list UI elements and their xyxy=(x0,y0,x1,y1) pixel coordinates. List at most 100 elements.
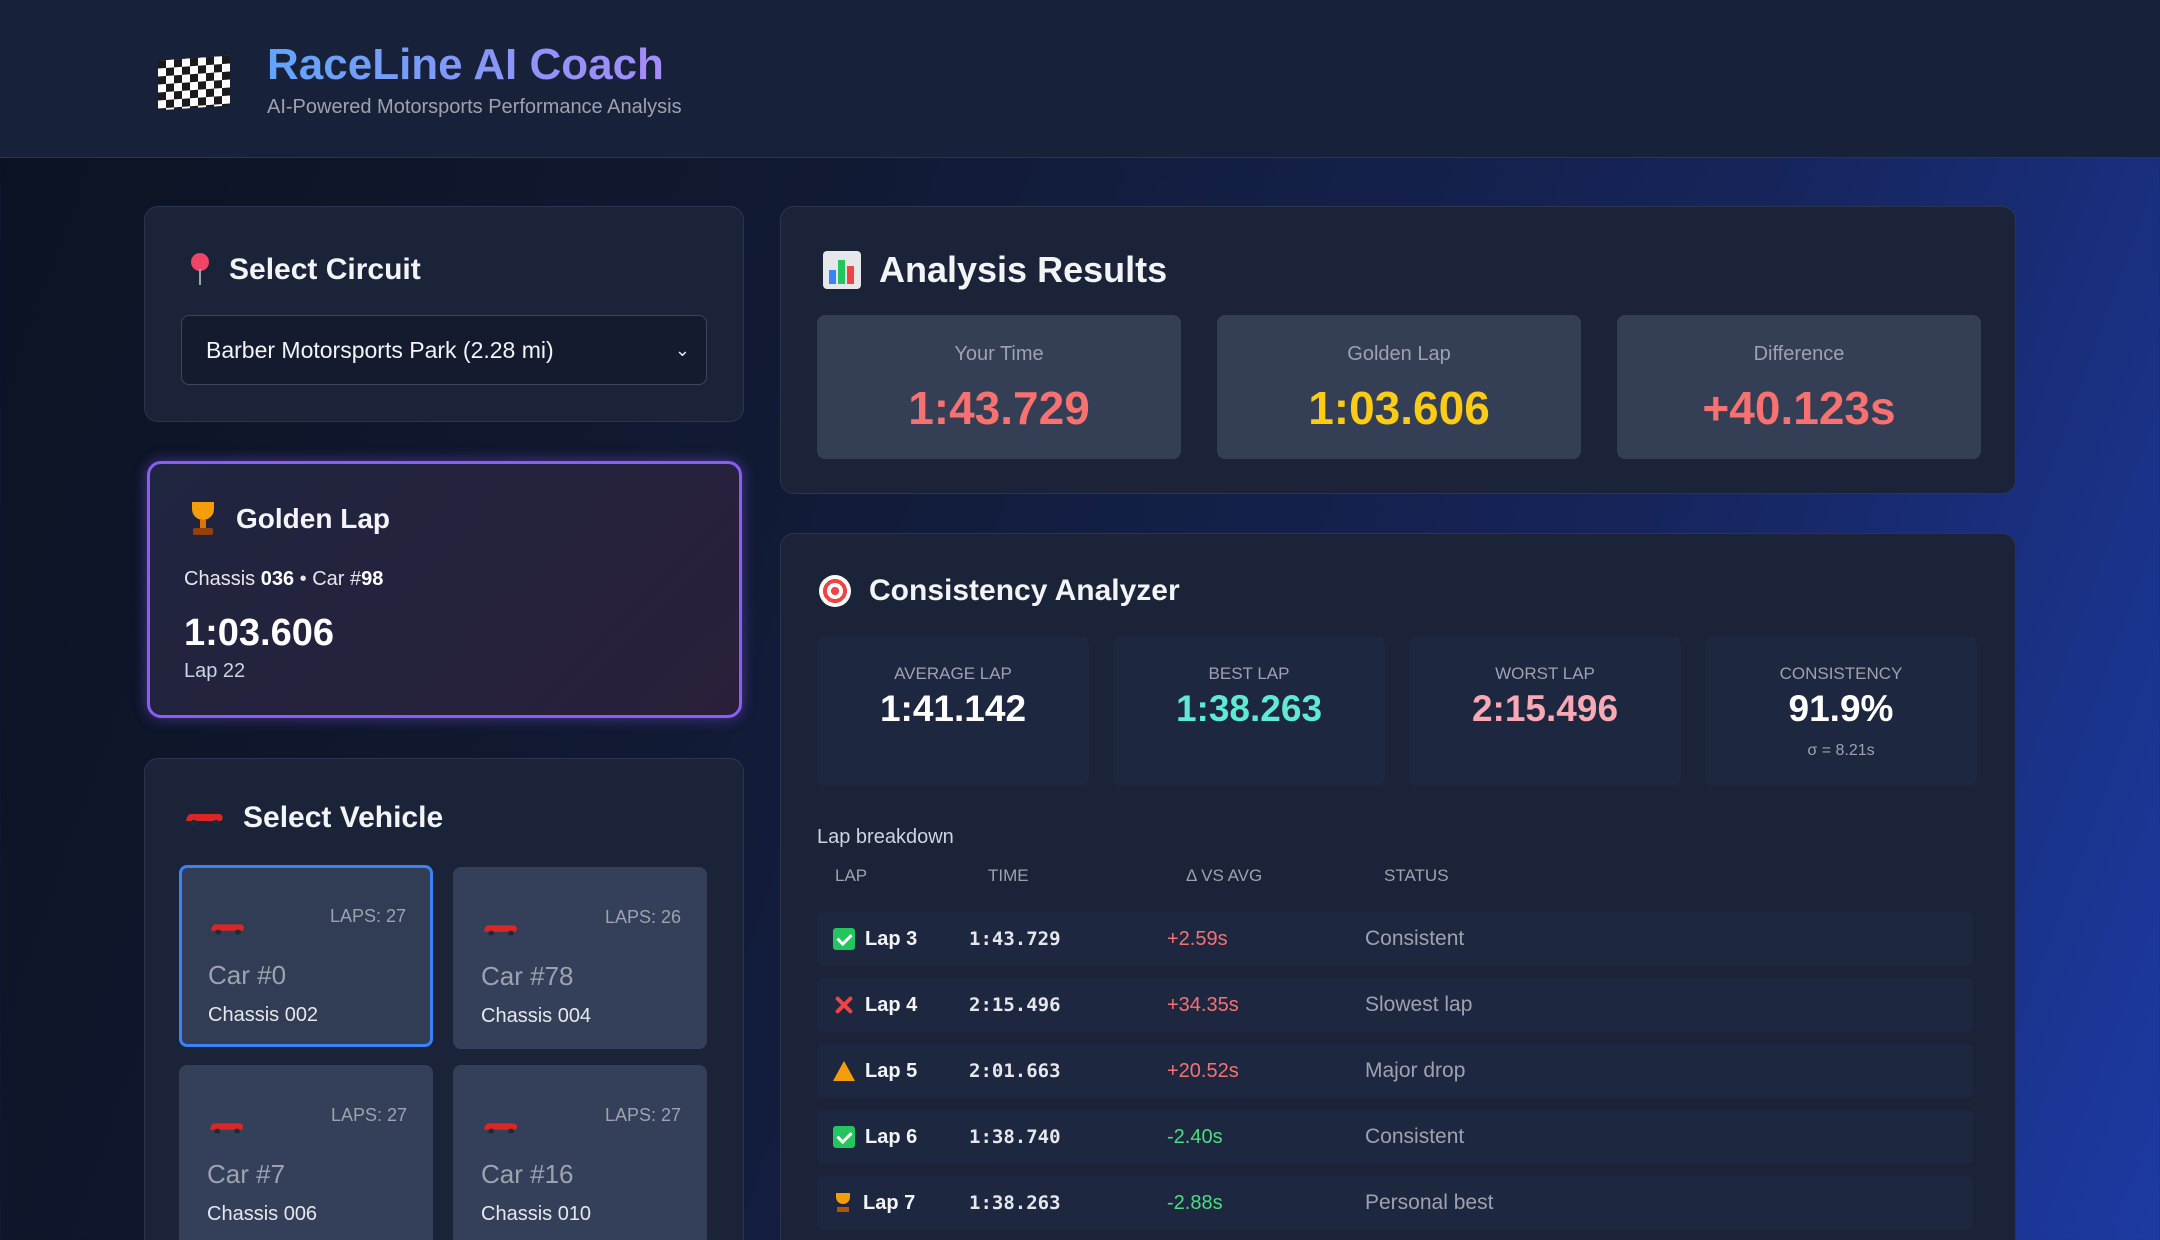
checkered-flag-icon xyxy=(158,55,230,111)
golden-lap-card: Golden Lap Chassis 036 • Car #98 1:03.60… xyxy=(147,461,742,718)
vehicle-name: Car #78 xyxy=(481,961,574,991)
vehicle-card: Select Vehicle LAPS: 27 Car #0 Chassis 0… xyxy=(144,758,744,1240)
status-cell: Consistent xyxy=(1365,927,1465,950)
golden-lap-title-text: Golden Lap xyxy=(236,503,390,534)
stat-label: Best Lap xyxy=(1208,664,1290,683)
stat-consistency: Consistency 91.9% σ = 8.21s xyxy=(1705,636,1977,786)
status-cell: Slowest lap xyxy=(1365,993,1473,1016)
status-cell: Consistent xyxy=(1365,1125,1465,1148)
time-cell: 2:01.663 xyxy=(969,1060,1061,1082)
stat-label: Consistency xyxy=(1779,664,1903,683)
vehicle-laps: LAPS: 27 xyxy=(330,1105,407,1125)
lap-label: Lap 4 xyxy=(865,994,918,1016)
analysis-title: Analysis Results xyxy=(823,249,1167,291)
vehicle-chassis: Chassis 002 xyxy=(208,1004,319,1026)
consistency-analyzer-card: Consistency Analyzer Average Lap 1:41.14… xyxy=(780,533,2016,1240)
result-your-time: Your Time 1:43.729 xyxy=(817,315,1181,459)
delta-cell: -2.40s xyxy=(1167,1126,1223,1148)
vehicle-option-car-7[interactable]: LAPS: 27 Car #7 Chassis 006 xyxy=(179,1065,433,1240)
warning-icon xyxy=(833,1061,855,1081)
time-cell: 1:38.740 xyxy=(969,1126,1061,1148)
chassis-number: 036 xyxy=(260,568,295,590)
golden-lap-time: 1:03.606 xyxy=(184,612,335,654)
car-number: 98 xyxy=(361,568,384,590)
vehicle-chassis: Chassis 004 xyxy=(481,1005,592,1027)
check-icon xyxy=(833,1126,855,1148)
stat-best-lap: Best Lap 1:38.263 xyxy=(1113,636,1385,786)
vehicle-chassis: Chassis 010 xyxy=(481,1203,592,1225)
stat-value: 1:38.263 xyxy=(1175,688,1323,729)
race-car-icon xyxy=(212,921,246,935)
lap-label: Lap 6 xyxy=(865,1126,918,1148)
vehicle-name: Car #7 xyxy=(207,1159,286,1189)
stat-sigma: σ = 8.21s xyxy=(1807,742,1875,759)
vehicle-option-car-16[interactable]: LAPS: 27 Car #16 Chassis 010 xyxy=(453,1065,707,1240)
delta-cell: -2.88s xyxy=(1167,1192,1223,1214)
result-golden-lap: Golden Lap 1:03.606 xyxy=(1217,315,1581,459)
lap-breakdown-title: Lap breakdown xyxy=(817,826,954,848)
time-cell: 2:15.496 xyxy=(969,994,1061,1016)
table-row: Lap 4 2:15.496 +34.35s Slowest lap xyxy=(817,978,1973,1032)
column-header-status: Status xyxy=(1384,866,1449,885)
bar-chart-icon xyxy=(823,251,861,289)
vehicle-option-car-0[interactable]: LAPS: 27 Car #0 Chassis 002 xyxy=(179,865,433,1047)
result-value: +40.123s xyxy=(1702,382,1896,434)
vehicle-title-text: Select Vehicle xyxy=(243,801,444,834)
circuit-card: Select Circuit Barber Motorsports Park (… xyxy=(144,206,744,422)
stat-worst-lap: Worst Lap 2:15.496 xyxy=(1409,636,1681,786)
chevron-down-icon: ⌄ xyxy=(674,340,690,360)
target-icon xyxy=(819,575,851,607)
vehicle-card-title: Select Vehicle xyxy=(187,801,443,835)
race-car-icon xyxy=(485,922,519,936)
table-row: Lap 7 1:38.263 -2.88s Personal best xyxy=(817,1176,1973,1230)
column-header-lap: Lap xyxy=(835,866,868,885)
lap-cell: Lap 5 xyxy=(833,1044,917,1098)
race-car-icon xyxy=(187,810,225,826)
vehicle-name: Car #0 xyxy=(208,960,287,990)
vehicle-laps: LAPS: 27 xyxy=(604,1105,681,1125)
delta-cell: +20.52s xyxy=(1167,1060,1239,1082)
check-icon xyxy=(833,928,855,950)
result-label: Your Time xyxy=(954,343,1044,365)
time-cell: 1:38.263 xyxy=(969,1192,1061,1214)
result-difference: Difference +40.123s xyxy=(1617,315,1981,459)
cross-icon xyxy=(833,994,855,1016)
circuit-select-value: Barber Motorsports Park (2.28 mi) xyxy=(206,337,554,363)
lap-cell: Lap 3 xyxy=(833,912,917,966)
lap-cell: Lap 4 xyxy=(833,978,917,1032)
column-header-delta: Δ vs Avg xyxy=(1186,866,1263,885)
lap-cell: Lap 7 xyxy=(833,1176,915,1230)
trophy-icon xyxy=(188,502,218,536)
analysis-results-card: Analysis Results Your Time 1:43.729 Gold… xyxy=(780,206,2016,494)
vehicle-laps: LAPS: 27 xyxy=(329,906,406,926)
circuit-select[interactable]: Barber Motorsports Park (2.28 mi) ⌄ xyxy=(181,315,707,385)
car-prefix: • Car # xyxy=(294,568,362,590)
vehicle-chassis: Chassis 006 xyxy=(207,1203,318,1225)
circuit-title-text: Select Circuit xyxy=(229,253,421,286)
app-header: RaceLine AI Coach AI-Powered Motorsports… xyxy=(0,0,2160,158)
lap-label: Lap 7 xyxy=(863,1192,916,1214)
stat-label: Worst Lap xyxy=(1495,664,1595,683)
stat-label: Average Lap xyxy=(894,664,1012,683)
status-cell: Major drop xyxy=(1365,1059,1466,1082)
table-row: Lap 5 2:01.663 +20.52s Major drop xyxy=(817,1044,1973,1098)
vehicle-name: Car #16 xyxy=(481,1159,574,1189)
consistency-title-text: Consistency Analyzer xyxy=(869,574,1180,607)
status-cell: Personal best xyxy=(1365,1191,1494,1214)
vehicle-option-car-78[interactable]: LAPS: 26 Car #78 Chassis 004 xyxy=(453,867,707,1049)
app-subtitle: AI-Powered Motorsports Performance Analy… xyxy=(267,96,682,118)
table-row: Lap 3 1:43.729 +2.59s Consistent xyxy=(817,912,1973,966)
analysis-title-text: Analysis Results xyxy=(879,249,1168,290)
consistency-title: Consistency Analyzer xyxy=(819,574,1180,608)
stat-value: 2:15.496 xyxy=(1471,688,1619,729)
time-cell: 1:43.729 xyxy=(969,928,1061,950)
stat-value: 1:41.142 xyxy=(879,688,1027,729)
chassis-prefix: Chassis xyxy=(184,568,261,590)
trophy-icon xyxy=(833,1193,853,1213)
lap-label: Lap 3 xyxy=(865,928,918,950)
race-car-icon xyxy=(485,1120,519,1134)
golden-lap-title: Golden Lap xyxy=(188,502,390,536)
result-value: 1:03.606 xyxy=(1308,382,1490,434)
result-value: 1:43.729 xyxy=(908,382,1090,434)
lap-label: Lap 5 xyxy=(865,1060,918,1082)
